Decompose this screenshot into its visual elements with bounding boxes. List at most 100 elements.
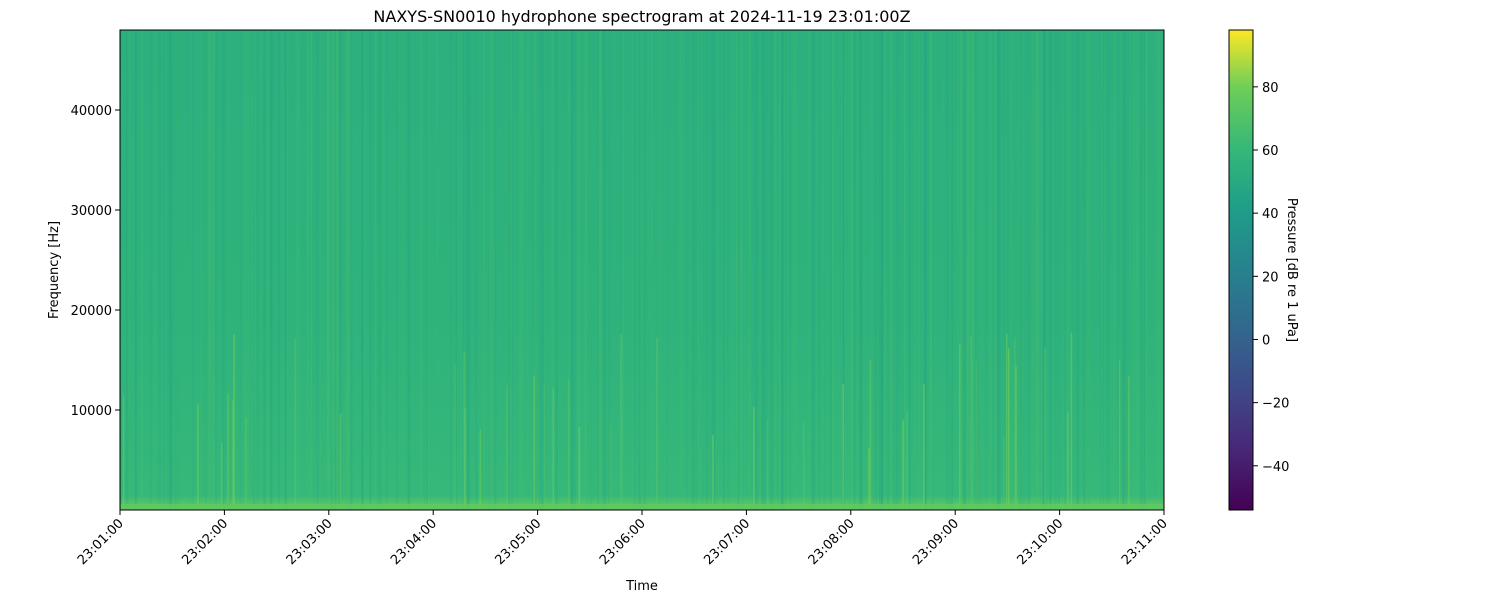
spectral-stripe [781, 30, 783, 510]
spectral-stripe [830, 30, 833, 510]
spectral-stripe [748, 30, 751, 510]
spectral-stripe [1129, 30, 1133, 510]
spectral-stripe [780, 30, 783, 510]
spectral-stripe [722, 30, 725, 510]
spectral-stripe [309, 30, 313, 510]
spectral-stripe [141, 30, 144, 510]
spectral-stripe [270, 30, 273, 510]
spectral-stripe [994, 30, 998, 510]
spectral-stripe [779, 30, 782, 510]
spectral-stripe [904, 30, 906, 510]
spectral-stripe [586, 30, 588, 510]
spectral-stripe [884, 30, 887, 510]
spectral-stripe [340, 30, 342, 510]
spectral-stripe [376, 30, 378, 510]
spectral-stripe [584, 30, 587, 510]
spectral-stripe [992, 30, 995, 510]
spectral-stripe [972, 30, 975, 510]
transient-event [454, 364, 456, 510]
spectral-stripe [952, 30, 954, 510]
spectral-stripe [972, 30, 974, 510]
spectral-stripe [330, 30, 332, 510]
transient-event [506, 385, 508, 510]
spectral-stripe [361, 30, 363, 510]
spectral-stripe [1046, 30, 1048, 510]
spectral-stripe [679, 30, 682, 510]
colorbar-tick-label: 40 [1262, 207, 1279, 222]
spectral-stripe [1106, 30, 1109, 510]
spectral-stripe [861, 30, 863, 510]
spectral-stripe [829, 30, 833, 510]
spectral-stripe [975, 30, 978, 510]
spectral-stripe [815, 30, 818, 510]
spectral-stripe [918, 30, 920, 510]
spectral-stripe [120, 30, 122, 510]
spectral-stripe [266, 30, 269, 510]
transient-event [294, 338, 296, 510]
spectral-stripe [599, 30, 601, 510]
spectral-stripe [336, 30, 339, 510]
spectral-stripe [281, 30, 284, 510]
spectral-stripe [222, 30, 225, 510]
spectral-stripe [854, 30, 856, 510]
spectral-stripe [332, 30, 335, 510]
spectral-stripe [872, 30, 875, 510]
spectral-stripe [759, 30, 762, 510]
spectral-stripe [1035, 30, 1038, 510]
spectral-stripe [1040, 30, 1043, 510]
spectral-stripe [227, 30, 230, 510]
spectral-stripe [997, 30, 999, 510]
spectral-stripe [256, 30, 259, 510]
spectral-stripe [1104, 30, 1106, 510]
spectral-stripe [313, 30, 315, 510]
spectral-stripe [994, 30, 996, 510]
spectral-stripe [407, 30, 410, 510]
spectral-stripe [488, 30, 491, 510]
spectral-stripe [505, 30, 508, 510]
x-tick-label: 23:02:00 [179, 516, 231, 568]
spectral-stripe [651, 30, 653, 510]
spectral-stripe [227, 30, 230, 510]
spectral-stripe [813, 30, 815, 510]
spectral-stripe [950, 30, 953, 510]
spectral-stripe [223, 30, 226, 510]
spectral-stripe [949, 30, 951, 510]
spectral-stripe [519, 30, 522, 510]
spectral-stripe [494, 30, 497, 510]
spectral-stripe [881, 30, 883, 510]
spectral-stripe [1113, 30, 1115, 510]
y-tick-label: 10000 [71, 404, 112, 419]
spectral-stripe [604, 30, 607, 510]
spectral-stripe [781, 30, 783, 510]
spectral-stripe [853, 30, 856, 510]
spectral-stripe [493, 30, 496, 510]
spectral-stripe [902, 30, 905, 510]
spectral-stripe [1141, 30, 1143, 510]
spectral-stripe [979, 30, 982, 510]
y-tick-label: 20000 [71, 304, 112, 319]
spectral-stripe [534, 30, 537, 510]
spectral-stripe [795, 30, 797, 510]
transient-event [221, 442, 223, 510]
spectral-stripe [1146, 30, 1148, 510]
transient-event [245, 417, 247, 510]
spectral-stripe [1121, 30, 1124, 510]
spectral-stripe [597, 30, 600, 510]
spectral-stripe [526, 30, 528, 510]
spectral-stripe [1020, 30, 1024, 510]
spectral-stripe [843, 30, 846, 510]
spectral-stripe [192, 30, 195, 510]
spectral-stripe [489, 30, 492, 510]
spectral-stripe [1154, 30, 1158, 510]
spectral-stripe [971, 30, 975, 510]
spectral-stripe [483, 30, 485, 510]
spectral-stripe [963, 30, 965, 510]
spectral-stripe [1143, 30, 1146, 510]
spectral-stripe [909, 30, 911, 510]
spectral-stripe [243, 30, 245, 510]
spectral-stripe [567, 30, 570, 510]
spectral-stripe [169, 30, 172, 510]
colorbar-tick-label: −40 [1262, 460, 1289, 475]
x-tick-label: 23:10:00 [1015, 516, 1067, 568]
spectral-stripe [1050, 30, 1052, 510]
